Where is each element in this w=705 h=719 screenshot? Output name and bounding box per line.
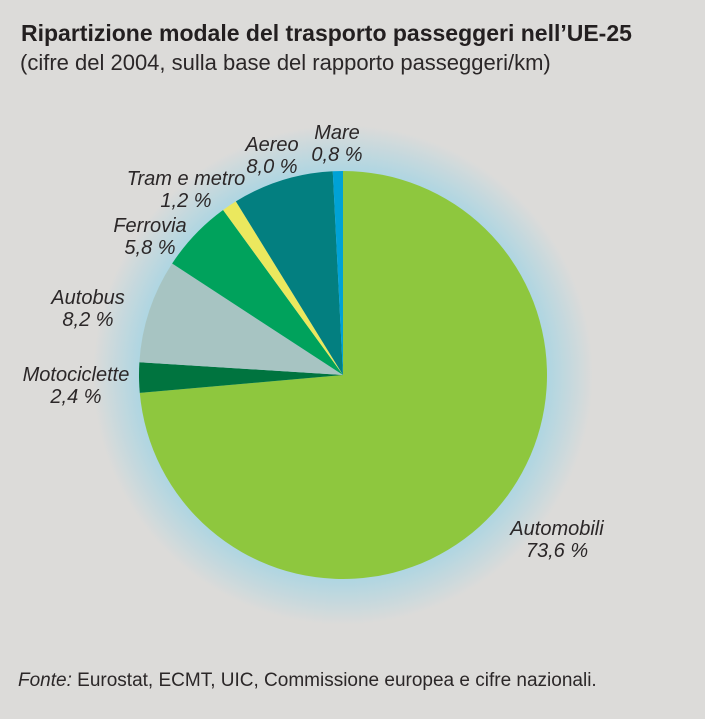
slice-label-name: Aereo [245, 134, 299, 156]
source-text: Eurostat, ECMT, UIC, Commissione europea… [71, 670, 597, 691]
pie-slice-ferrovia [172, 209, 343, 375]
slice-label-name: Ferrovia [113, 215, 187, 237]
slice-label-value: 1,2 % [160, 190, 212, 212]
slice-label-mare: Mare 0,8 % [311, 122, 362, 166]
slice-label-value: 73,6 % [525, 540, 589, 562]
slice-label-value: 5,8 % [124, 237, 176, 259]
pie-slice-autobus [139, 263, 343, 375]
slice-label-ferrovia: Ferrovia 5,8 % [113, 215, 186, 259]
chart-subtitle: (cifre del 2004, sulla base del rapporto… [20, 50, 551, 75]
chart-title: Ripartizione modale del trasporto passeg… [21, 20, 632, 46]
slice-label-value: 2,4 % [50, 386, 102, 408]
slice-label-name: Autobus [51, 287, 125, 309]
pie-slice-automobili [139, 171, 548, 580]
slice-label-automobili: Automobili 73,6 % [510, 518, 603, 562]
slice-label-name: Mare [314, 122, 360, 144]
slice-label-autobus: Autobus 8,2 % [51, 287, 124, 331]
pie-slice-aereo [235, 171, 343, 375]
slice-label-value: 8,2 % [62, 309, 114, 331]
source-note: Fonte: Eurostat, ECMT, UIC, Commissione … [18, 670, 597, 692]
slice-label-name: Tram e metro [126, 168, 246, 190]
slice-label-tram-e-metro: Tram e metro 1,2 % [127, 168, 246, 212]
pie-slice-motociclette [138, 362, 343, 393]
pie-slice-mare [332, 171, 343, 375]
slice-label-name: Motociclette [22, 364, 130, 386]
slice-label-value: 0,8 % [311, 144, 363, 166]
slice-label-name: Automobili [510, 518, 604, 540]
pie-slice-tram-e-metro [223, 201, 343, 375]
source-prefix: Fonte: [18, 670, 72, 691]
slice-label-value: 8,0 % [246, 156, 298, 178]
slice-label-aereo: Aereo 8,0 % [245, 134, 298, 178]
slice-label-motociclette: Motociclette 2,4 % [23, 364, 130, 408]
